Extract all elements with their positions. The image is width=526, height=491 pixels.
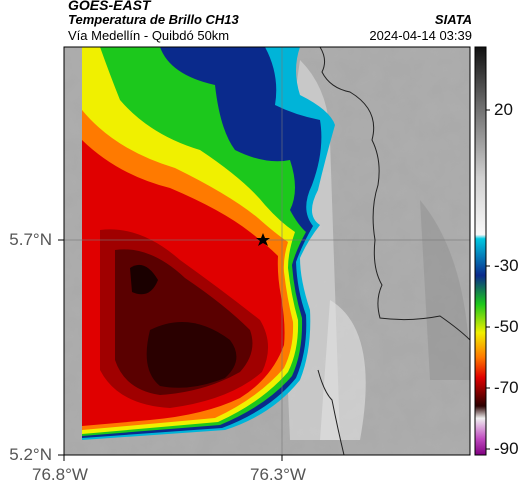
lat-tick-label: 5.2°N	[9, 445, 52, 464]
colorbar	[474, 46, 487, 456]
organization-label: SIATA	[434, 12, 472, 27]
location-marker-star	[256, 233, 270, 246]
colorbar-tick-label: -90	[494, 439, 519, 458]
lon-tick-label: 76.3°W	[250, 465, 306, 484]
colorbar-tick-label: -70	[494, 378, 519, 397]
datetime-label: 2024-04-14 03:39	[369, 28, 472, 43]
border-line	[319, 47, 470, 341]
colorbar-tick-label: 20	[494, 100, 513, 119]
river-line	[317, 369, 345, 455]
lon-tick-label: 76.8°W	[32, 465, 88, 484]
lat-tick-label: 5.7°N	[9, 230, 52, 249]
channel-subtitle: Temperatura de Brillo CH13	[68, 12, 239, 27]
satellite-image	[64, 47, 470, 455]
location-label: Vía Medellín - Quibdó 50km	[68, 28, 230, 43]
map-frame	[63, 46, 471, 456]
product-title: GOES-EAST	[68, 0, 151, 13]
colorbar-tick-label: -30	[494, 256, 519, 275]
colorbar-tick-label: -50	[494, 317, 519, 336]
